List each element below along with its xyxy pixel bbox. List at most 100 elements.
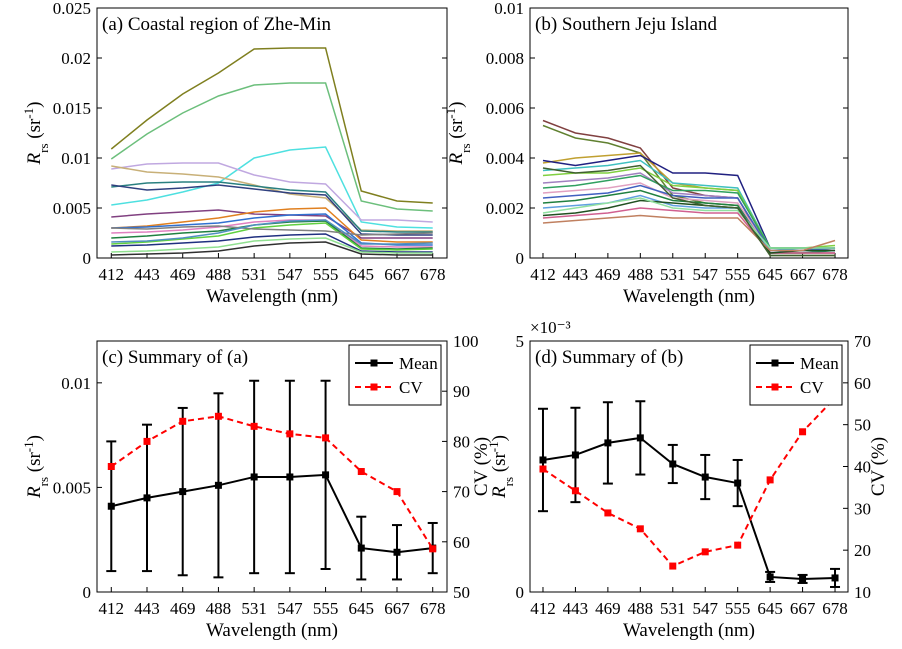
x-tick-label: 469 (170, 265, 196, 284)
marker (766, 476, 774, 484)
marker (766, 573, 774, 581)
marker (799, 575, 807, 583)
y2-axis-label: CV (%) (471, 437, 492, 496)
series-line (542, 197, 836, 249)
series-line (110, 415, 434, 550)
panel-title: (a) Coastal region of Zhe-Min (102, 14, 331, 35)
panel-title: (b) Southern Jeju Island (535, 14, 718, 35)
y-axis-label-part: -1 (443, 108, 458, 119)
x-tick-label: 678 (420, 599, 446, 618)
y2-tick-label: 60 (854, 374, 871, 393)
x-tick-label: 678 (822, 599, 848, 618)
legend-box (348, 344, 442, 406)
marker (250, 422, 258, 430)
y-tick-label: 0.025 (53, 0, 91, 18)
series-line (111, 233, 433, 253)
y-multiplier: ×10⁻³ (530, 318, 571, 337)
y-axis-label-part: rs (36, 143, 51, 152)
x-tick-label: 667 (384, 599, 410, 618)
marker (669, 562, 677, 570)
y2-tick-label: 60 (453, 533, 470, 552)
x-tick-label: 645 (757, 599, 783, 618)
marker (799, 428, 807, 436)
y-tick-label: 0.008 (486, 49, 524, 68)
x-tick-label: 443 (563, 599, 589, 618)
y2-tick-label: 40 (854, 458, 871, 477)
y2-axis-label: CV (%) (868, 437, 889, 496)
marker (107, 502, 115, 510)
y-tick-label: 0 (83, 583, 92, 602)
series-line (110, 47, 433, 204)
y-tick-label: 0.01 (61, 149, 91, 168)
marker (701, 473, 709, 481)
marker (571, 451, 579, 459)
x-tick-label: 645 (349, 599, 375, 618)
legend-box (749, 344, 843, 406)
x-tick-label: 547 (692, 599, 718, 618)
marker (669, 460, 677, 468)
y-tick-label: 0 (83, 249, 92, 268)
legend-marker (771, 359, 779, 367)
x-tick-label: 488 (206, 265, 232, 284)
x-tick-label: 645 (757, 265, 783, 284)
x-axis-label: Wavelength (nm) (623, 286, 755, 307)
series-line (542, 182, 836, 252)
y-axis-label-part: rs (36, 477, 51, 486)
x-tick-label: 667 (790, 265, 816, 284)
x-axis-label: Wavelength (nm) (206, 286, 338, 307)
y-axis-label-part: R (24, 152, 45, 165)
series-line (110, 82, 433, 212)
y-axis-label-part: (sr (489, 452, 510, 477)
x-tick-label: 443 (134, 265, 160, 284)
marker (636, 525, 644, 533)
plot-frame (96, 7, 448, 259)
y2-tick-label: 80 (453, 432, 470, 451)
x-tick-label: 412 (530, 599, 556, 618)
x-tick-label: 555 (725, 599, 751, 618)
legend-marker (370, 359, 378, 367)
x-tick-label: 488 (628, 265, 654, 284)
marker (393, 488, 401, 496)
y-axis-label-part: ) (446, 102, 467, 108)
legend-label: Mean (399, 354, 438, 373)
marker (636, 434, 644, 442)
x-tick-label: 531 (660, 265, 686, 284)
y-tick-label: 0 (516, 583, 525, 602)
marker (143, 437, 151, 445)
marker (286, 430, 294, 438)
series-line (111, 219, 433, 245)
series-line (542, 214, 836, 252)
series-line (111, 181, 433, 233)
plot-frame (529, 340, 849, 593)
y-tick-label: 0.01 (494, 0, 524, 18)
x-axis-label: Wavelength (nm) (206, 620, 338, 641)
x-tick-label: 531 (660, 599, 686, 618)
series-line (542, 397, 836, 568)
x-tick-label: 678 (420, 265, 446, 284)
y-tick-label: 5 (516, 332, 525, 351)
x-tick-label: 645 (349, 265, 375, 284)
y-axis-label-part: (sr (24, 118, 45, 143)
y-axis-label-part: rs (501, 477, 516, 486)
y-axis-label: Rrs (sr-1) (21, 435, 51, 499)
marker (143, 494, 151, 502)
y-tick-label: 0 (516, 249, 525, 268)
x-tick-label: 412 (530, 265, 556, 284)
marker (831, 574, 839, 582)
series-line (111, 237, 433, 254)
legend-label: CV (800, 378, 824, 397)
marker (214, 412, 222, 420)
series-line (111, 162, 433, 223)
y-axis-label-part: R (446, 152, 467, 165)
marker (357, 544, 365, 552)
marker (539, 465, 547, 473)
y-axis-label-part: -1 (21, 441, 36, 452)
y-tick-label: 0.01 (61, 374, 91, 393)
y-axis-label: Rrs (sr-1) (21, 102, 51, 166)
x-tick-label: 443 (563, 265, 589, 284)
x-tick-label: 667 (384, 265, 410, 284)
y2-tick-label: 100 (453, 332, 479, 351)
y-axis-label-part: ) (24, 435, 45, 441)
series-line (542, 207, 836, 254)
